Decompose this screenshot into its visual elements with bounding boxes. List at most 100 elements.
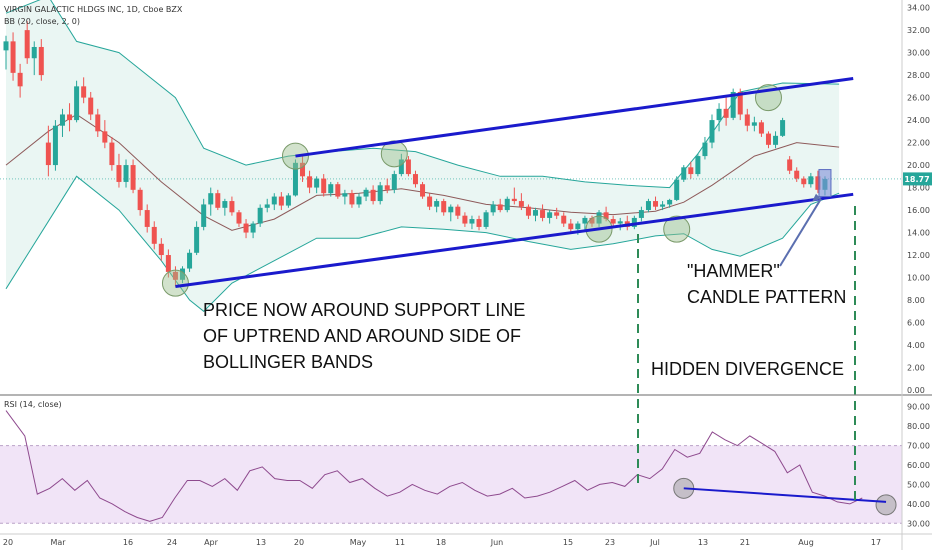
time-tick-label: Jun [490, 538, 504, 547]
candle-body [31, 46, 37, 59]
candle-body [123, 165, 129, 182]
candle-body [455, 206, 461, 216]
rsi-pane [0, 410, 902, 524]
candle-body [285, 195, 291, 206]
price-axis-ticks: 34.00 32.00 30.00 28.00 26.00 24.00 22.00 20.00… [907, 4, 930, 395]
price-tick-label: 4.00 [907, 341, 925, 350]
candle-body [815, 176, 821, 190]
price-tick-label: 24.00 [907, 116, 930, 125]
time-tick-label: 11 [395, 538, 405, 547]
support-annotation-line-3: BOLLINGER BANDS [203, 352, 373, 372]
candle-body [370, 189, 376, 202]
hammer-annotation-line-1: "HAMMER" [687, 261, 780, 281]
candle-body [17, 72, 23, 87]
candle-body [603, 212, 609, 220]
price-badge: 18.77 [903, 172, 932, 186]
bollinger-upper-band [5, 0, 840, 189]
candle-body [525, 206, 531, 216]
candle-body [335, 184, 341, 197]
candle-body [589, 217, 595, 224]
candle-body [229, 201, 235, 213]
candle-body [45, 142, 51, 166]
candle-body [511, 198, 517, 202]
candle-body [264, 204, 270, 208]
candle-body [667, 199, 673, 205]
candle-body [74, 86, 80, 121]
candle-body [709, 120, 715, 143]
candle-body [236, 212, 242, 224]
candle-body [243, 223, 249, 233]
candle-body [645, 201, 651, 211]
rsi-legend: RSI (14, close) [4, 400, 62, 409]
candle-body [405, 159, 411, 175]
candle-body [292, 162, 298, 196]
candle-body [67, 114, 73, 121]
candle-body [363, 189, 369, 197]
time-tick-label: 18 [436, 538, 446, 547]
candle-body [751, 122, 757, 126]
candle-body [575, 223, 581, 230]
candle-body [81, 86, 87, 98]
time-tick-label: Aug [798, 538, 814, 547]
candle-body [568, 223, 574, 230]
candle-body [88, 97, 94, 115]
price-tick-label: 8.00 [907, 296, 925, 305]
price-pane [0, 0, 902, 312]
time-tick-label: May [350, 538, 367, 547]
rsi-tick-label: 70.00 [907, 442, 930, 451]
price-tick-label: 0.00 [907, 386, 925, 395]
candle-body [278, 196, 284, 206]
candle-body [321, 178, 327, 194]
candle-body [342, 193, 348, 197]
candle-body [328, 184, 334, 194]
price-badge-bg [903, 172, 932, 186]
candle-body [130, 165, 136, 190]
rsi-tick-label: 40.00 [907, 500, 930, 509]
price-tick-label: 32.00 [907, 26, 930, 35]
candle-body [483, 212, 489, 227]
price-tick-label: 26.00 [907, 94, 930, 103]
candle-body [172, 271, 178, 280]
candle-body [504, 198, 510, 211]
candle-body [180, 268, 185, 280]
time-tick-label: 16 [123, 538, 133, 547]
candle-body [3, 41, 9, 51]
price-tick-label: 2.00 [907, 364, 925, 373]
candle-body [151, 226, 157, 244]
hammer-arrowhead [811, 193, 821, 202]
candle-body [356, 196, 362, 205]
price-tick-label: 16.00 [907, 206, 930, 215]
time-axis-ticks: 20 Mar 16 24 Apr 13 20 May 11 18 Jun 15 23 Jul 13 21 Aug… [3, 538, 881, 547]
time-tick-label: 13 [256, 538, 266, 547]
time-tick-label: Apr [204, 538, 219, 547]
candle-body [582, 217, 588, 224]
candle-body [116, 165, 122, 182]
candle-body [744, 114, 750, 126]
candle-body [497, 204, 503, 211]
candle-body [660, 204, 666, 207]
price-tick-label: 12.00 [907, 251, 930, 260]
trend-line [295, 76, 854, 158]
candle-body [377, 185, 383, 202]
candle-body [758, 122, 764, 134]
candle-body [787, 159, 793, 171]
candle-body [490, 204, 496, 213]
candle-body [52, 125, 58, 166]
price-tick-label: 22.00 [907, 139, 930, 148]
support-annotation-line-1: PRICE NOW AROUND SUPPORT LINE [203, 300, 525, 320]
candle-body [653, 201, 659, 207]
candle-body [38, 46, 44, 76]
candle-body [420, 184, 426, 197]
candle-body [737, 91, 743, 115]
candle-body [194, 226, 200, 253]
time-tick-label: 20 [294, 538, 304, 547]
candle-body [158, 243, 164, 256]
candle-body [391, 174, 397, 190]
price-tick-label: 28.00 [907, 71, 930, 80]
candle-body [384, 185, 390, 190]
chart-title: VIRGIN GALACTIC HLDGS INC, 1D, Cboe BZX [4, 5, 183, 14]
candle-body [427, 196, 433, 207]
rsi-axis-ticks: 90.00 80.00 70.00 60.00 50.00 40.00 30.00 [907, 403, 930, 529]
candle-body [702, 142, 708, 157]
